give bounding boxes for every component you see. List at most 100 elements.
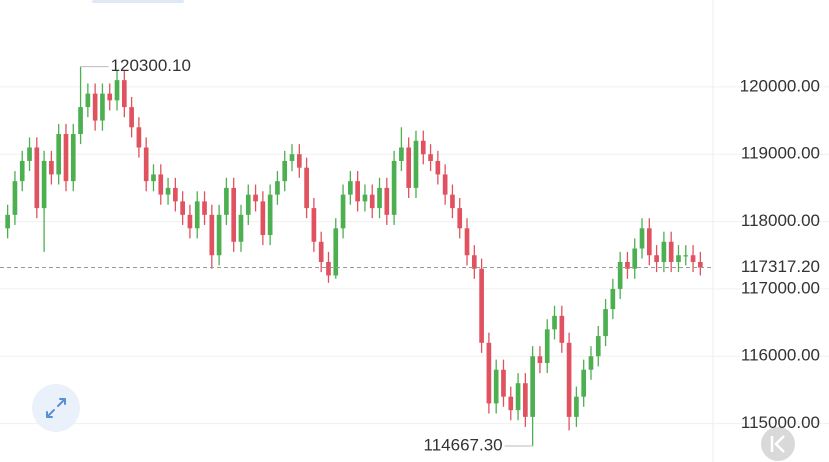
candle-body	[49, 160, 54, 175]
candle-body	[537, 356, 543, 363]
candle-body	[690, 255, 696, 262]
last-price-label: 117317.20	[741, 257, 820, 276]
min-label: 114667.30	[424, 436, 503, 455]
candle-body	[209, 214, 215, 256]
candle-body	[595, 336, 601, 357]
candle-body	[588, 356, 594, 370]
candle-body	[632, 248, 638, 269]
candle-body	[617, 261, 623, 289]
candle-body	[173, 187, 178, 202]
candle-body	[406, 147, 412, 188]
candle-body	[559, 315, 565, 343]
candle-body	[574, 396, 579, 417]
candle-body	[85, 93, 91, 108]
candle-body	[78, 107, 83, 135]
candle-body	[428, 154, 433, 161]
candle-body	[275, 181, 280, 195]
y-tick-label: 119000.00	[741, 144, 820, 163]
candle-body	[194, 201, 200, 229]
candle-body	[326, 261, 331, 276]
candle-body	[187, 214, 193, 229]
candle-body	[12, 181, 18, 215]
candle-body	[508, 396, 514, 411]
expand-button[interactable]	[32, 384, 80, 432]
candle-body	[581, 369, 587, 397]
y-tick-label: 117000.00	[741, 278, 820, 297]
candle-body	[625, 261, 630, 269]
candle-body	[464, 228, 470, 256]
candle-body	[5, 214, 10, 229]
candle-body	[523, 383, 528, 417]
candle-body	[41, 160, 47, 209]
candle-body	[369, 194, 375, 209]
y-tick-label: 115000.00	[741, 413, 820, 432]
candle-body	[668, 241, 674, 262]
candle-body	[435, 160, 441, 175]
candle-body	[676, 255, 681, 262]
candle-body	[19, 160, 25, 182]
candle-body	[362, 194, 368, 202]
candle-body	[151, 174, 156, 182]
candle-body	[129, 107, 134, 128]
candle-body	[100, 93, 105, 121]
candle-body	[683, 255, 689, 257]
candle-body	[486, 342, 492, 404]
scroll-latest-button[interactable]	[761, 427, 795, 461]
candle-body	[661, 241, 667, 262]
candle-body	[348, 181, 353, 195]
candle-body	[260, 201, 266, 236]
candle-body	[180, 201, 185, 215]
candle-body	[413, 140, 419, 188]
candle-body	[610, 288, 616, 310]
candle-body	[253, 194, 258, 202]
candle-body	[107, 93, 113, 101]
candle-body	[333, 228, 339, 276]
candle-body	[143, 147, 149, 182]
candle-body	[267, 194, 273, 236]
candle-body	[56, 134, 62, 175]
candle-body	[165, 187, 171, 195]
candle-body	[515, 383, 521, 411]
candle-body	[646, 228, 652, 256]
candle-body	[420, 140, 426, 155]
candle-body	[479, 268, 484, 343]
candle-body	[304, 167, 309, 209]
candle-body	[114, 80, 120, 101]
candle-body	[457, 208, 463, 229]
y-tick-label: 120000.00	[740, 76, 820, 95]
candle-body	[202, 201, 207, 215]
candle-body	[566, 342, 572, 417]
y-tick-label: 118000.00	[741, 211, 820, 230]
candle-body	[501, 369, 506, 397]
candle-body	[384, 187, 390, 215]
candle-body	[296, 154, 302, 168]
candle-body	[471, 255, 477, 269]
candle-body	[238, 214, 244, 242]
candle-body	[92, 93, 98, 121]
candle-body	[27, 147, 32, 161]
candle-body	[231, 187, 237, 242]
candle-body	[552, 315, 557, 330]
candle-body	[289, 154, 295, 161]
max-label: 120300.10	[111, 56, 191, 75]
candle-body	[340, 194, 346, 229]
candle-body	[311, 208, 317, 242]
candle-body	[639, 228, 645, 249]
candle-body	[121, 80, 127, 108]
candle-body	[355, 181, 360, 202]
candle-body	[224, 187, 229, 215]
candle-body	[450, 194, 455, 209]
candle-body	[70, 134, 76, 182]
candle-body	[136, 127, 142, 148]
candle-body	[158, 174, 164, 195]
candle-body	[282, 160, 288, 182]
candle-body	[493, 369, 499, 404]
candle-body	[216, 214, 222, 256]
candle-body	[603, 309, 608, 337]
candle-body	[245, 194, 251, 215]
candle-body	[698, 261, 703, 268]
candle-body	[442, 174, 448, 195]
candle-body	[544, 329, 550, 363]
candle-body	[318, 241, 324, 262]
